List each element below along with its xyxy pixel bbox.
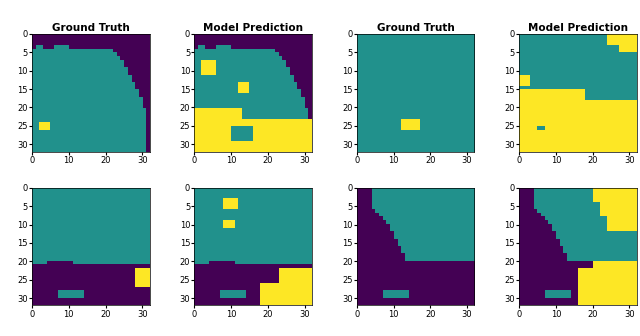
Title: Model Prediction: Model Prediction (528, 23, 628, 33)
Title: Ground Truth: Ground Truth (52, 23, 130, 33)
Title: Ground Truth: Ground Truth (377, 23, 454, 33)
Title: Model Prediction: Model Prediction (204, 23, 303, 33)
